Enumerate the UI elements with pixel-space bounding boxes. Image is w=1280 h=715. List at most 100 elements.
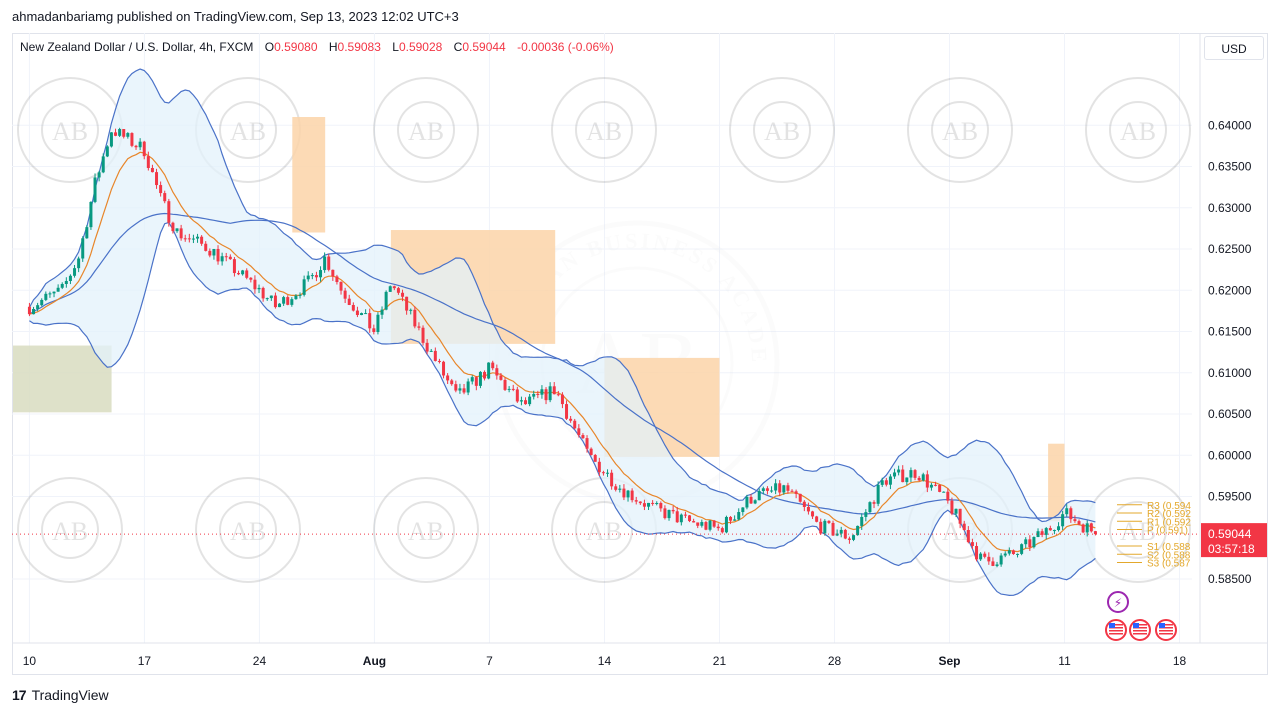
candle (519, 396, 523, 406)
candle-body (208, 250, 212, 256)
bollinger-band-fill (29, 69, 1096, 596)
price-chart[interactable]: 0.64000 0.63500 0.63000 0.62500 0.62000 0.615… (12, 33, 1268, 675)
x-tick-label: 7 (486, 654, 493, 668)
candle-body (335, 276, 339, 283)
candle (831, 520, 835, 536)
candle (97, 170, 101, 182)
candle-body (683, 514, 687, 516)
candle-body (77, 258, 81, 269)
candle (565, 400, 569, 420)
candle (884, 477, 888, 487)
candle (765, 486, 769, 495)
watermark-seal: AB (373, 477, 479, 583)
candle (286, 295, 290, 306)
candle (642, 499, 646, 511)
candle-body (688, 515, 692, 522)
seal-inner-ring (397, 101, 455, 159)
candle-body (581, 435, 585, 439)
candle-body (216, 248, 220, 262)
demand-zone (13, 345, 112, 413)
bollinger-lower-band (29, 221, 1096, 597)
candle (950, 497, 954, 516)
candle (187, 233, 191, 243)
open-label: O (264, 40, 275, 54)
candle (770, 486, 774, 493)
candle-body (1020, 544, 1024, 554)
candle-body (888, 476, 892, 485)
candle-body (314, 275, 318, 278)
candle (507, 386, 511, 393)
candle (167, 198, 171, 227)
candle-body (597, 461, 601, 473)
candle-body (364, 313, 368, 315)
candle-body (708, 520, 712, 530)
candle-body (790, 490, 794, 492)
candle (843, 528, 847, 540)
flag-stripe (1159, 633, 1173, 635)
candle (618, 484, 622, 493)
flag-canton (1159, 623, 1165, 628)
candle (417, 322, 421, 331)
seal-inner-ring (1109, 101, 1167, 159)
candle-body (515, 389, 519, 402)
x-tick-label: 18 (1173, 654, 1187, 668)
candle (310, 273, 314, 280)
watermark-seal: AB (729, 77, 835, 183)
candle (962, 520, 966, 531)
candle-body (142, 141, 146, 157)
candle-body (32, 308, 36, 315)
candle-body (647, 502, 651, 507)
candle-body (200, 236, 204, 244)
candle-body (528, 396, 532, 405)
candle (1073, 515, 1077, 523)
pivot-label: R3 (0.594 (1147, 501, 1191, 512)
candle-body (909, 470, 913, 478)
candle-body (405, 296, 409, 311)
candle (429, 348, 433, 352)
candle-body (778, 483, 782, 493)
candle (868, 501, 872, 514)
candle-body (847, 538, 851, 540)
candle (179, 224, 183, 241)
candle (700, 519, 704, 528)
candle (109, 132, 113, 148)
candle (1007, 547, 1011, 556)
flag-stripe (1133, 624, 1147, 626)
candle-body (167, 201, 171, 223)
candle-body (565, 404, 569, 419)
candle-body (196, 236, 200, 239)
candle (880, 477, 884, 487)
candle (593, 453, 597, 462)
candle-body (89, 201, 93, 228)
candle (36, 302, 40, 312)
candle-body (544, 389, 548, 401)
candle-body (987, 556, 991, 562)
candle (552, 382, 556, 395)
candle (319, 266, 323, 282)
candle (1093, 530, 1097, 536)
candle-body (73, 268, 77, 276)
candle-body (540, 389, 544, 395)
seal-text: AB (408, 517, 444, 546)
candle (208, 248, 212, 258)
candle-body (1085, 523, 1089, 533)
low-value: 0.59028 (398, 40, 443, 54)
currency-button[interactable]: USD (1204, 36, 1264, 60)
candle (601, 470, 605, 476)
candle (688, 515, 692, 523)
y-tick-label: 0.58500 (1208, 572, 1252, 586)
candle (970, 538, 974, 550)
flag-stripe (1109, 633, 1123, 635)
flag-stripe (1109, 624, 1123, 626)
candle-body (278, 303, 282, 308)
candle-body (995, 564, 999, 566)
candle (118, 127, 122, 138)
candle-body (396, 288, 400, 293)
candle (663, 505, 667, 520)
watermark-seal: AB (373, 77, 479, 183)
watermark-seal: AB (907, 77, 1013, 183)
candle-body (1077, 521, 1081, 525)
candle (126, 132, 130, 139)
candle-body (548, 386, 552, 401)
flag-stripe (1109, 630, 1123, 632)
